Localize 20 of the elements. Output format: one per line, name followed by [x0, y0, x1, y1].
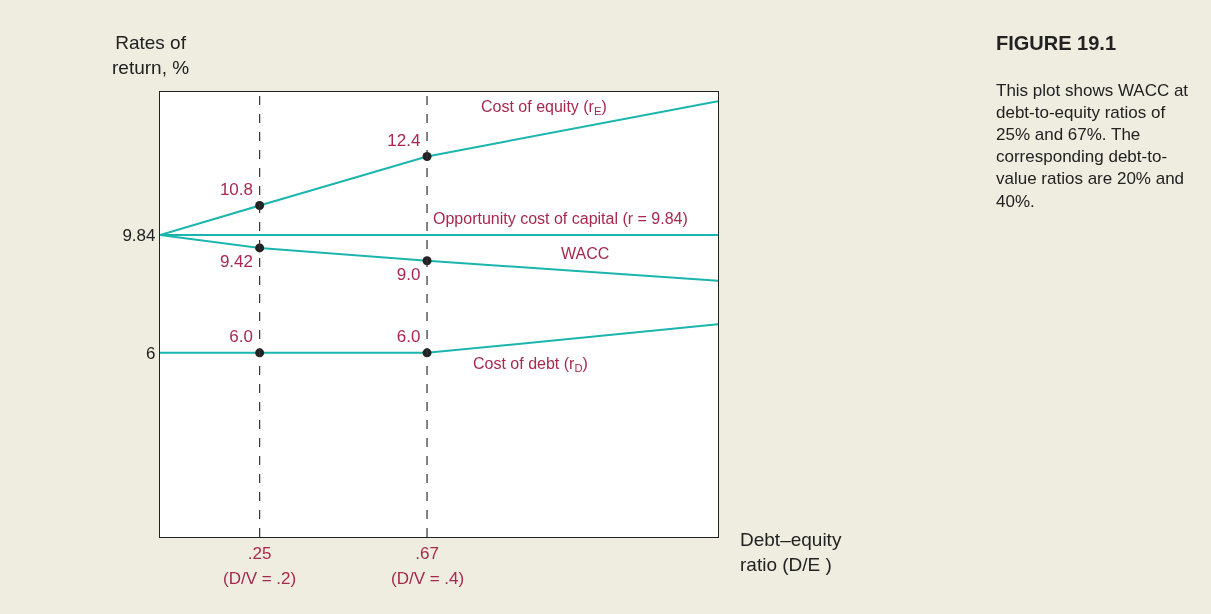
series-label: Cost of debt (r$_{D}$)	[473, 355, 588, 375]
series-label: WACC	[561, 245, 610, 262]
text: This plot shows WACC at debt-to-equity ratios of 25% and 67%. The corresponding debt-to-value ratios are 20% and 40%.	[996, 81, 1189, 211]
x-axis-title: Debt–equity ratio (D/E )	[740, 529, 842, 575]
x-tick-label: .25	[247, 543, 272, 563]
data-label: 12.4	[387, 130, 421, 150]
annotation: (D/V = .2)	[223, 569, 297, 588]
data-label: 9.0	[396, 265, 421, 285]
data-label: 10.8	[219, 179, 254, 199]
y-tick-label: 9.84	[122, 225, 156, 245]
series-label: Opportunity cost of capital (r = 9.84)	[433, 210, 688, 227]
data-label: 9.42	[219, 252, 254, 272]
y-tick-label: 6	[146, 343, 156, 363]
data-label: 6.0	[229, 326, 254, 346]
x-tick-label: .67	[415, 543, 439, 563]
data-label: 6.0	[396, 326, 421, 346]
series-label: Cost of equity (r$_{E}$)	[481, 98, 607, 118]
y-axis-title: Rates of return, %	[112, 32, 190, 78]
annotation: (D/V = .4)	[391, 569, 465, 588]
caption: FIGURE 19.1	[996, 32, 1117, 54]
